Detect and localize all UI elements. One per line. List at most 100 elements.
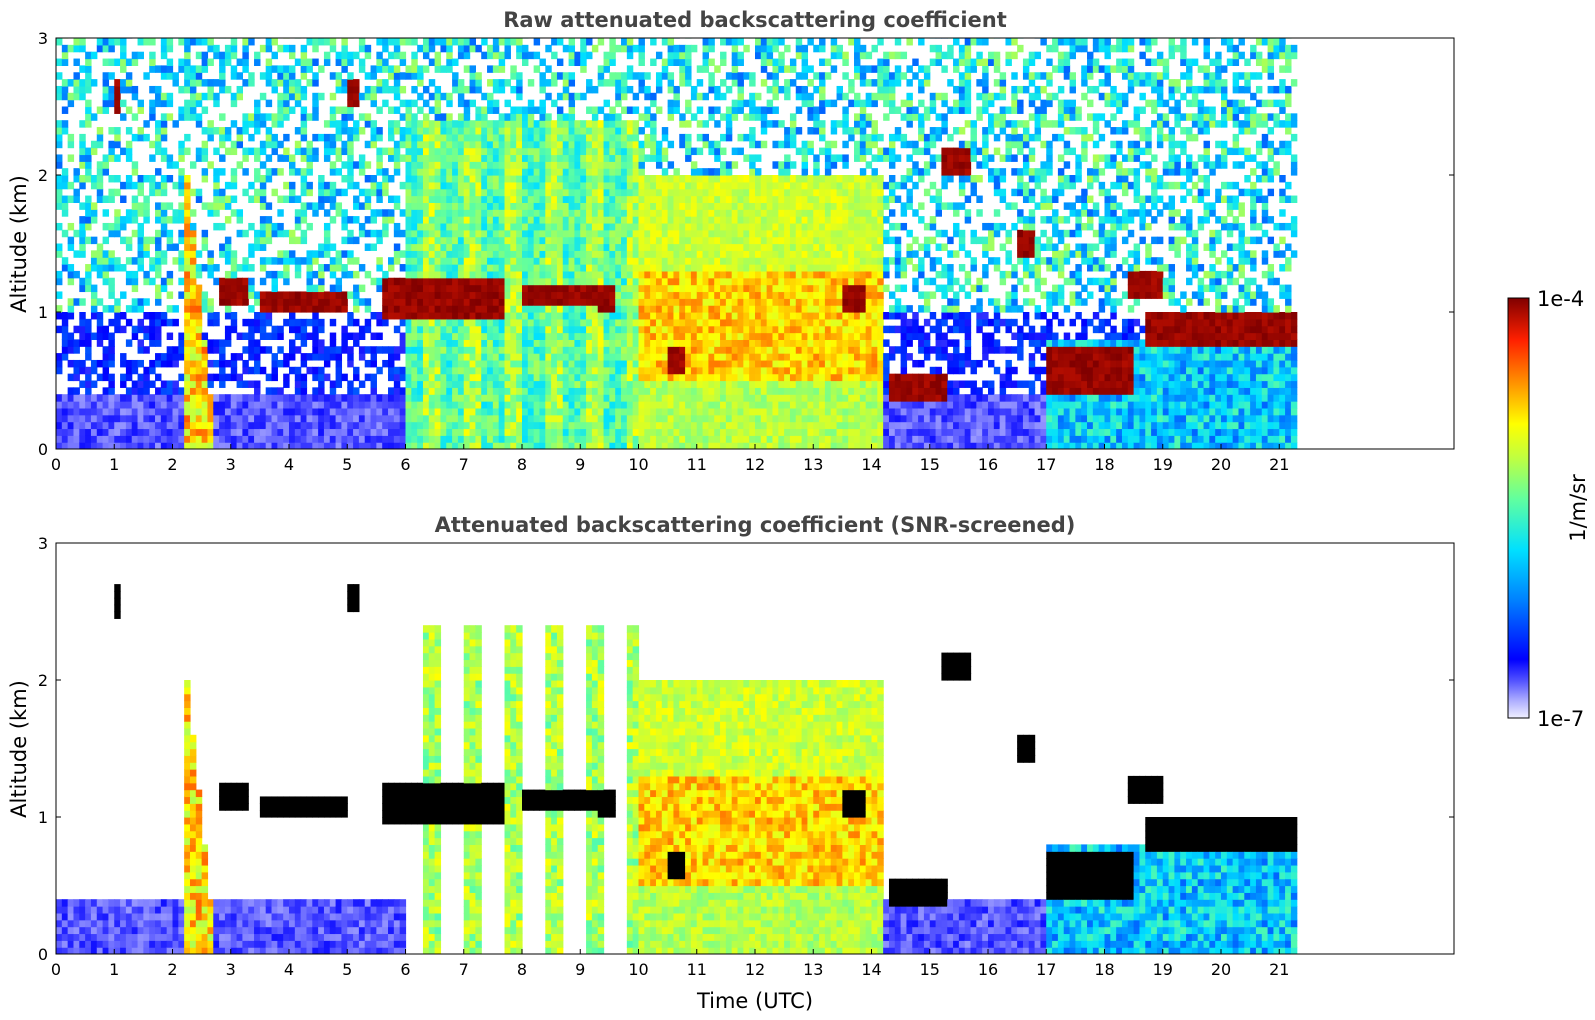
heatmap-cell	[376, 229, 383, 238]
heatmap-cell	[522, 58, 529, 66]
heatmap-cell	[347, 270, 354, 279]
heatmap-cell	[609, 236, 616, 245]
heatmap-cell	[696, 195, 704, 203]
heatmap-cell	[551, 202, 558, 210]
heatmap-cell	[626, 85, 634, 94]
heatmap-cell	[597, 65, 605, 73]
heatmap-cell	[533, 154, 541, 162]
heatmap-cell	[574, 359, 581, 368]
heatmap-cell	[312, 346, 319, 354]
heatmap-cell	[457, 113, 465, 121]
heatmap-cell	[696, 120, 704, 128]
heatmap-cell	[586, 250, 593, 258]
heatmap-cell	[492, 65, 500, 73]
heatmap-cell	[469, 312, 476, 320]
heatmap-cell	[487, 147, 494, 156]
heatmap-cell	[626, 161, 634, 169]
heatmap-cell	[335, 414, 343, 423]
heatmap-cell	[551, 133, 558, 142]
heatmap-cell	[690, 216, 698, 224]
heatmap-cell	[539, 442, 546, 449]
heatmap-cell	[248, 284, 255, 293]
heatmap-cell	[690, 407, 698, 416]
heatmap-cell	[131, 113, 139, 121]
heatmap-cell	[586, 222, 593, 231]
heatmap-cell	[551, 414, 558, 423]
heatmap-cell	[382, 305, 389, 313]
heatmap-cell	[580, 353, 587, 361]
heatmap-cell	[498, 154, 506, 162]
heatmap-cell	[90, 435, 98, 443]
heatmap-cell	[551, 394, 558, 402]
heatmap-cell	[219, 339, 226, 347]
heatmap-cell	[650, 366, 657, 375]
heatmap-cell	[178, 85, 185, 94]
heatmap-cell	[388, 264, 395, 272]
heatmap-cell	[434, 120, 442, 128]
heatmap-cell	[568, 229, 576, 238]
heatmap-cell	[440, 277, 447, 286]
heatmap-cell	[696, 366, 704, 375]
heatmap-cell	[120, 99, 127, 108]
heatmap-cell	[498, 325, 506, 334]
heatmap-cell	[434, 202, 442, 210]
heatmap-cell	[626, 181, 634, 190]
heatmap-cell	[405, 99, 412, 108]
heatmap-cell	[615, 387, 622, 395]
heatmap-cell	[399, 394, 407, 402]
heatmap-cell	[96, 38, 104, 46]
heatmap-cell	[428, 181, 436, 190]
heatmap-cell	[189, 401, 197, 409]
heatmap-cell	[522, 394, 529, 402]
heatmap-cell	[137, 428, 144, 436]
heatmap-cell	[632, 401, 640, 409]
heatmap-cell	[556, 325, 564, 334]
heatmap-cell	[271, 38, 278, 46]
heatmap-cell	[411, 38, 418, 46]
heatmap-cell	[166, 414, 174, 423]
heatmap-cell	[626, 195, 634, 203]
heatmap-cell	[667, 85, 675, 94]
heatmap-cell	[504, 222, 511, 231]
heatmap-cell	[236, 284, 244, 293]
heatmap-cell	[399, 284, 407, 293]
heatmap-cell	[56, 85, 63, 94]
heatmap-cell	[661, 394, 669, 402]
heatmap-cell	[434, 147, 442, 156]
heatmap-cell	[143, 209, 150, 217]
heatmap-cell	[289, 168, 296, 176]
heatmap-cell	[661, 428, 669, 436]
heatmap-cell	[702, 181, 709, 190]
heatmap-cell	[300, 339, 308, 347]
heatmap-cell	[475, 120, 482, 128]
heatmap-cell	[492, 195, 500, 203]
heatmap-cell	[184, 188, 191, 197]
heatmap-cell	[108, 353, 115, 361]
heatmap-cell	[102, 154, 110, 162]
heatmap-cell	[184, 346, 191, 354]
heatmap-cell	[632, 298, 640, 306]
heatmap-cell	[603, 346, 610, 354]
heatmap-cell	[510, 270, 517, 279]
heatmap-cell	[388, 147, 395, 156]
heatmap-cell	[294, 428, 302, 436]
heatmap-cell	[679, 318, 686, 327]
heatmap-cell	[434, 380, 442, 388]
heatmap-cell	[411, 133, 418, 142]
heatmap-cell	[318, 175, 325, 183]
heatmap-cell	[603, 298, 610, 306]
heatmap-cell	[399, 332, 407, 340]
heatmap-cell	[114, 140, 121, 149]
heatmap-cell	[195, 332, 203, 340]
heatmap-cell	[545, 44, 552, 53]
heatmap-cell	[56, 188, 63, 197]
heatmap-cell	[353, 428, 360, 436]
heatmap-cell	[108, 346, 115, 354]
heatmap-cell	[399, 154, 407, 162]
heatmap-cell	[125, 414, 133, 423]
heatmap-cell	[67, 44, 75, 53]
heatmap-cell	[510, 209, 517, 217]
heatmap-cell	[609, 414, 616, 423]
heatmap-cell	[702, 277, 709, 286]
